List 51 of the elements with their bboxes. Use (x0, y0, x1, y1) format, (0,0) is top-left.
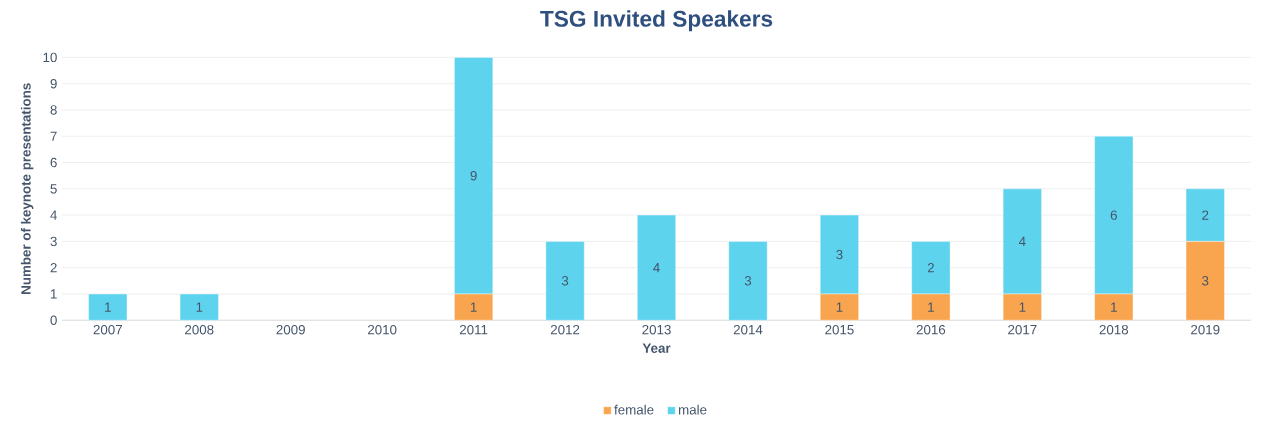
data-label: 3 (1202, 276, 1209, 286)
y-tick-label: 9 (50, 79, 57, 89)
bar (88, 293, 128, 321)
data-label: 1 (196, 302, 203, 312)
x-tick-label: 2014 (733, 325, 763, 335)
legend-label: male (678, 404, 707, 415)
y-tick-label: 8 (50, 105, 57, 115)
y-tick-label: 10 (43, 52, 57, 63)
bar (545, 241, 585, 321)
x-tick-label: 2010 (367, 325, 397, 335)
data-label: 3 (561, 276, 569, 286)
y-tick-label: 1 (50, 289, 57, 299)
data-label: 4 (1018, 236, 1026, 247)
data-label: 6 (1110, 210, 1117, 220)
x-tick-label: 2013 (642, 325, 671, 335)
y-tick-label: 0 (50, 315, 57, 326)
y-tick-label: 7 (50, 131, 57, 141)
data-label: 1 (1111, 302, 1117, 312)
x-tick-label: 2007 (93, 325, 122, 335)
x-tick-label: 2018 (1099, 325, 1129, 335)
bar (179, 293, 219, 321)
chart-title: TSG Invited Speakers (540, 10, 773, 32)
data-label: 1 (470, 302, 477, 312)
data-label: 3 (836, 249, 843, 260)
x-axis-title: Year (642, 343, 671, 354)
data-label: 2 (1202, 210, 1209, 220)
x-tick-label: 2012 (550, 325, 580, 335)
x-tick-label: 2011 (459, 325, 488, 335)
x-tick-label: 2017 (1008, 325, 1037, 335)
data-label: 1 (105, 302, 111, 312)
x-tick-label: 2019 (1191, 325, 1220, 335)
y-tick-label: 5 (50, 184, 57, 194)
x-tick-label: 2009 (276, 325, 305, 335)
y-tick-label: 4 (50, 210, 57, 220)
legend-label: female (614, 404, 654, 415)
y-tick-label: 3 (50, 236, 57, 247)
data-label: 9 (470, 171, 477, 181)
x-tick-label: 2016 (916, 325, 946, 335)
data-label: 4 (653, 263, 660, 273)
data-label: 2 (927, 263, 934, 273)
y-tick-label: 6 (50, 157, 57, 168)
x-tick-label: 2008 (185, 325, 214, 335)
bar (728, 241, 768, 321)
y-axis-title: Number of keynote presentations (20, 83, 34, 295)
bar (637, 215, 676, 321)
x-tick-label: 2015 (825, 325, 854, 335)
data-label: 1 (928, 302, 934, 312)
data-label: 3 (744, 276, 752, 286)
data-label: 1 (1019, 302, 1026, 312)
y-tick-label: 2 (50, 263, 57, 273)
data-label: 1 (836, 302, 843, 312)
